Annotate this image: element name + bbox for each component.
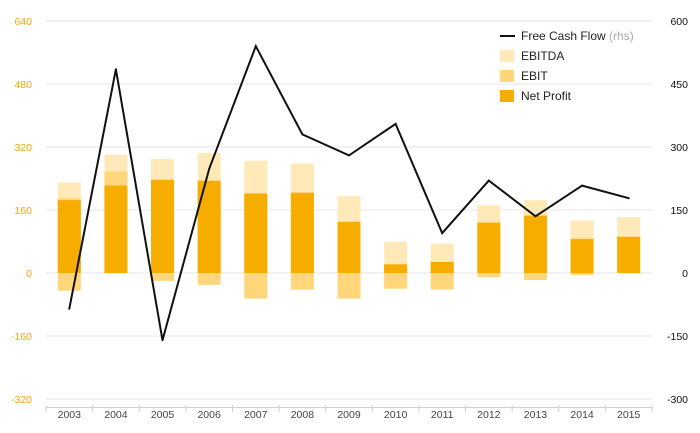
right-y-tick-label: 450 [670,79,688,91]
free-cash-flow-point [161,339,164,342]
legend: Free Cash Flow (rhs) EBITDA EBIT Net Pro… [500,29,634,103]
ebit-negative-bar [384,273,408,289]
legend-label-free-cash-flow: Free Cash Flow (rhs) [521,29,634,43]
free-cash-flow-point [114,68,117,71]
x-tick-label: 2006 [197,409,221,421]
free-cash-flow-point [348,154,350,157]
legend-label-ebit: EBIT [521,69,548,83]
x-tick-label: 2012 [477,409,501,421]
right-y-tick-label: 600 [670,16,688,28]
ebit-negative-bar [337,273,361,299]
free-cash-flow-point [68,307,71,310]
ebit-negative-bar [197,273,221,285]
legend-swatch-net-profit [500,90,514,102]
free-cash-flow-point [394,122,397,125]
free-cash-flow-point [208,167,211,170]
x-tick-label: 2011 [431,409,454,421]
legend-label-net-profit: Net Profit [521,89,572,103]
net-profit-bar [477,222,501,273]
ebit-negative-bar [570,273,594,275]
net-profit-bar [104,185,128,273]
net-profit-bar [523,215,547,273]
legend-label-rhs: (rhs) [609,29,634,43]
x-tick-label: 2003 [58,409,82,421]
free-cash-flow-point [301,133,304,136]
free-cash-flow-point [627,197,630,200]
ebit-negative-bar [430,273,454,290]
x-tick-label: 2009 [337,409,361,421]
net-profit-bar [384,264,408,273]
ebit-negative-bar [523,273,547,281]
net-profit-bar [57,200,81,273]
net-profit-bar [244,193,268,273]
net-profit-bars [57,180,641,273]
net-profit-bar [430,261,454,273]
net-profit-bar [151,180,175,273]
right-y-axis: -300 -150 0 150 300 450 600 [667,16,688,406]
free-cash-flow-point [534,215,537,218]
free-cash-flow-line [68,43,630,342]
legend-label-ebitda: EBITDA [521,49,564,63]
right-y-tick-label: 0 [682,268,688,280]
legend-swatch-ebitda [500,50,514,62]
left-y-axis: -320 -160 0 160 320 480 640 [11,16,32,406]
free-cash-flow-point [441,232,444,235]
x-tick-label: 2014 [570,409,594,421]
free-cash-flow-point [581,184,584,187]
x-tick-label: 2015 [617,409,641,421]
x-tick-label: 2010 [384,409,408,421]
net-profit-bar [197,180,221,273]
left-y-tick-label: 320 [14,142,32,154]
ebit-negative-bar [57,273,81,291]
ebit-negative-bar [477,273,501,277]
ebit-negative-bar [290,273,314,290]
right-y-tick-label: -150 [667,331,688,343]
left-y-tick-label: 160 [14,205,32,217]
x-tick-label: 2004 [104,409,128,421]
left-y-tick-label: -160 [11,331,32,343]
net-profit-bar [337,221,361,273]
right-y-tick-label: -300 [667,394,688,406]
free-cash-flow-point [487,179,490,182]
right-y-tick-label: 150 [670,205,688,217]
ebit-negative-bar [151,273,175,281]
x-tick-label: 2008 [291,409,315,421]
legend-label-free-cash-flow-name: Free Cash Flow [521,29,606,43]
left-y-tick-label: -320 [11,394,32,406]
legend-swatch-ebit [500,70,514,82]
x-tick-label: 2005 [151,409,175,421]
net-profit-bar [570,239,594,273]
left-y-tick-label: 640 [14,16,32,28]
left-y-tick-label: 0 [26,268,32,280]
net-profit-bar [617,236,641,273]
free-cash-flow-point [254,45,257,48]
x-tick-label: 2007 [244,409,268,421]
right-y-tick-label: 300 [670,142,688,154]
x-axis: 2003 2004 2005 2006 2007 2008 2009 2010 2011 2012… [45,405,653,421]
ebit-negative-bar [244,273,268,299]
x-tick-label: 2013 [524,409,548,421]
left-y-tick-label: 480 [14,79,32,91]
net-profit-bar [290,192,314,273]
